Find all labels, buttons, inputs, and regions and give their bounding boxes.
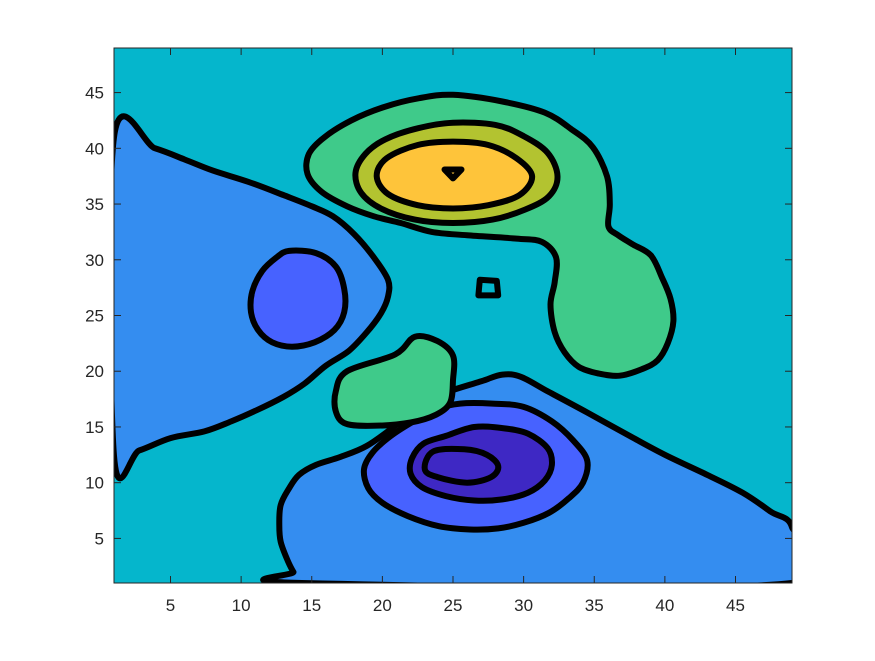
y-tick-label: 40 (85, 139, 104, 158)
y-tick-label: 15 (85, 418, 104, 437)
y-tick-label: 35 (85, 195, 104, 214)
x-tick-label: 5 (166, 596, 175, 615)
y-tick-label: 20 (85, 362, 104, 381)
y-tick-label: 30 (85, 251, 104, 270)
x-tick-label: 25 (444, 596, 463, 615)
x-tick-label: 35 (585, 596, 604, 615)
x-tick-label: 45 (726, 596, 745, 615)
x-tick-label: 15 (302, 596, 321, 615)
contour-region-center-mound (331, 332, 458, 429)
y-tick-label: 5 (95, 529, 104, 548)
contour-region-bottom-core-minimum (421, 445, 502, 486)
axes: 5 10 15 20 25 30 35 40 45 5 10 15 20 25 30 35 40 45 (85, 47, 793, 615)
contour-region-upper-peak-top (441, 166, 465, 182)
y-tick-label: 25 (85, 307, 104, 326)
x-tick-label: 30 (514, 596, 533, 615)
contour-region-left-dip (247, 247, 349, 350)
x-tick-label: 40 (655, 596, 674, 615)
y-tick-label: 45 (85, 84, 104, 103)
contour-fills (114, 48, 792, 583)
y-tick-label: 10 (85, 474, 104, 493)
contour-region-center-closed-contour (475, 276, 502, 299)
x-tick-label: 20 (373, 596, 392, 615)
x-tick-label: 10 (232, 596, 251, 615)
